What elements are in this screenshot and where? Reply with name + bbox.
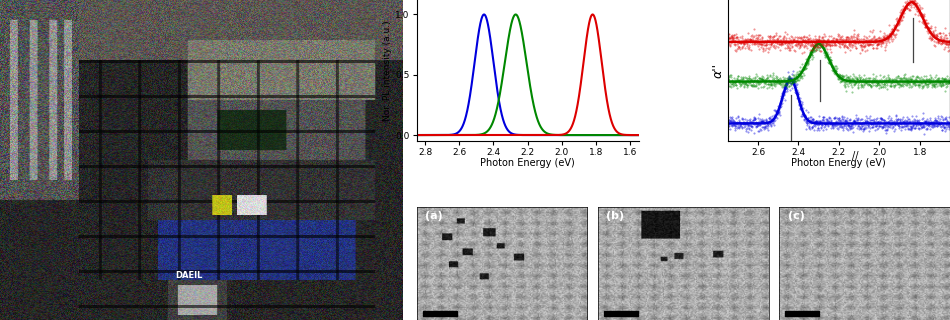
Y-axis label: α'': α'' xyxy=(712,63,725,78)
Text: (a): (a) xyxy=(425,211,443,220)
Text: DAEIL: DAEIL xyxy=(176,271,203,280)
Y-axis label: Nor. PL intensity (a.u.): Nor. PL intensity (a.u.) xyxy=(384,20,392,121)
Bar xyxy=(604,311,638,316)
Bar xyxy=(786,311,820,316)
Text: //: // xyxy=(852,151,859,161)
Text: (c): (c) xyxy=(788,211,805,220)
Bar xyxy=(423,311,457,316)
X-axis label: Photon Energy (eV): Photon Energy (eV) xyxy=(791,158,886,168)
X-axis label: Photon Energy (eV): Photon Energy (eV) xyxy=(481,158,575,168)
Text: (b): (b) xyxy=(606,211,624,220)
